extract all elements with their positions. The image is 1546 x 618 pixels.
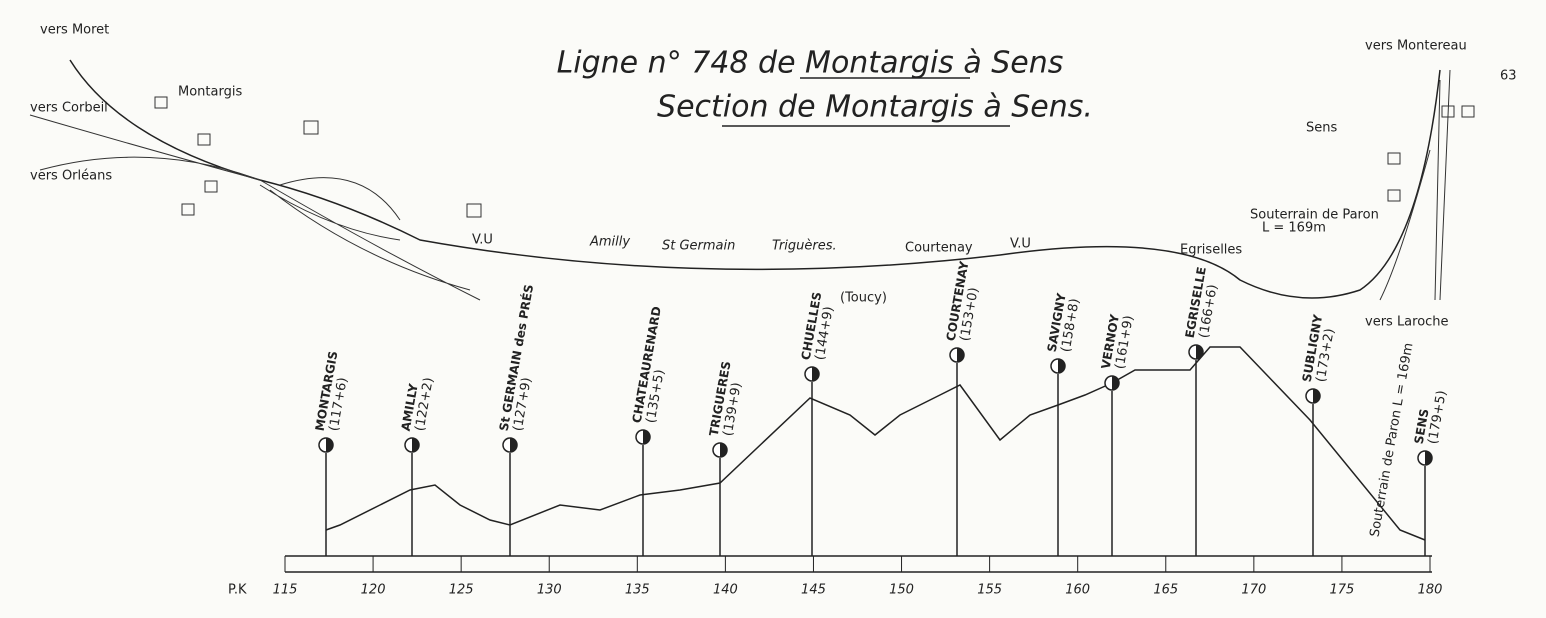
station-marker-half	[957, 348, 964, 362]
tick-label: 140	[713, 583, 738, 598]
tick-label: 145	[801, 583, 826, 598]
tick-label: 180	[1418, 583, 1443, 598]
station-marker-half	[1196, 345, 1203, 359]
page-number: 63	[1500, 69, 1517, 84]
map-label: Courtenay	[905, 241, 973, 256]
station-marker-half	[1313, 389, 1320, 403]
tick-label: 155	[977, 583, 1002, 598]
title: Ligne n° 748 de Montargis à Sens	[557, 46, 1064, 81]
map-label: Montargis	[178, 85, 242, 100]
map-label: Egriselles	[1180, 243, 1242, 258]
station-pk: (179+5)	[1426, 389, 1450, 445]
tick-label: 170	[1241, 583, 1266, 598]
tick-label: 135	[625, 583, 650, 598]
tick-label: 120	[361, 583, 386, 598]
map-label: Triguères.	[772, 239, 837, 254]
tick-label: 175	[1330, 583, 1355, 598]
axis-label: P.K	[228, 583, 247, 598]
station-name: SENS	[1412, 408, 1432, 445]
tick-label: 165	[1153, 583, 1178, 598]
station-marker-half	[720, 443, 727, 457]
station-marker-half	[326, 438, 333, 452]
map-label: vers Orléans	[30, 169, 112, 184]
tick-label: 150	[889, 583, 914, 598]
station-marker-half	[1425, 451, 1432, 465]
map-label: L = 169m	[1262, 221, 1326, 236]
station-marker-half	[412, 438, 419, 452]
tunnel-label: Souterrain de Paron L = 169m	[1368, 342, 1417, 538]
map-label: St Germain	[662, 239, 735, 254]
map-label: vers Laroche	[1365, 315, 1449, 330]
map-label: vers Montereau	[1365, 39, 1467, 54]
station-marker-half	[1058, 359, 1065, 373]
map-label: vers Moret	[40, 23, 109, 38]
map-label: V.U	[1010, 237, 1031, 252]
station-marker-half	[1112, 376, 1119, 390]
tick-label: 130	[537, 583, 562, 598]
map-label: Souterrain de Paron	[1250, 208, 1379, 223]
track-map	[29, 59, 1475, 301]
station-marker-half	[812, 367, 819, 381]
map-label: V.U	[472, 233, 493, 248]
station-marker-half	[643, 430, 650, 444]
tick-label: 160	[1065, 583, 1090, 598]
station-marker-half	[510, 438, 517, 452]
map-label: vers Corbeil	[30, 101, 108, 116]
tick-label: 125	[449, 583, 474, 598]
subtitle: Section de Montargis à Sens.	[657, 90, 1093, 125]
profile-line	[325, 346, 1426, 541]
map-label: Amilly	[589, 235, 630, 250]
map-label: (Toucy)	[840, 291, 887, 306]
tick-label: 115	[273, 583, 298, 598]
map-label: Sens	[1306, 121, 1337, 136]
